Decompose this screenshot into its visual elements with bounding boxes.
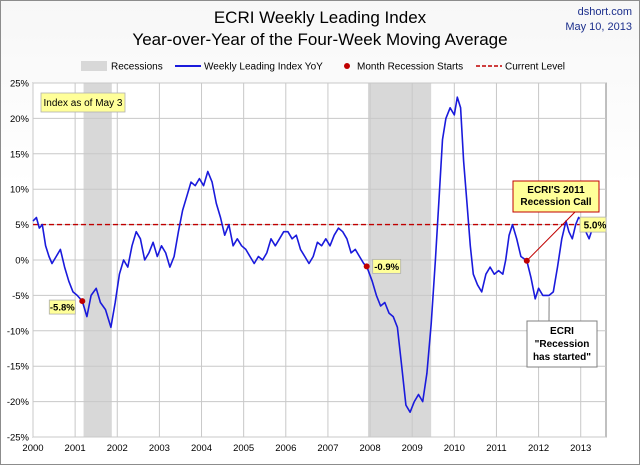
- recession-start-label-box: [48, 299, 76, 315]
- annotation-line: Recession Call: [520, 197, 591, 208]
- y-tick-label: 15%: [10, 149, 30, 160]
- x-tick-label: 2000: [22, 443, 43, 454]
- y-tick-label: 10%: [10, 185, 30, 196]
- x-tick-label: 2006: [275, 443, 296, 454]
- y-tick-label: 20%: [10, 114, 30, 125]
- chart-title: ECRI Weekly Leading Index: [213, 8, 427, 27]
- x-tick-label: 2005: [233, 443, 254, 454]
- source-label: dshort.com: [577, 6, 632, 18]
- y-tick-label: 0%: [15, 256, 29, 267]
- recession-start-marker: [523, 257, 530, 264]
- index-note: Index as of May 3: [44, 98, 123, 109]
- y-tick-label: -5%: [12, 291, 29, 302]
- x-tick-label: 2011: [486, 443, 506, 454]
- x-tick-label: 2008: [359, 443, 380, 454]
- annotation-box: [526, 320, 598, 368]
- x-tick-label: 2002: [107, 443, 128, 454]
- legend-current-label: Current Level: [505, 62, 565, 73]
- chart-subtitle: Year-over-Year of the Four-Week Moving A…: [132, 30, 508, 49]
- y-tick-label: -15%: [7, 362, 30, 373]
- annotation-pointer: [528, 211, 576, 260]
- annotation-line: ECRI'S 2011: [527, 185, 585, 196]
- recession-start-label: -5.8%: [50, 303, 75, 314]
- index-note-box: [40, 92, 126, 113]
- x-tick-label: 2004: [191, 443, 212, 454]
- y-tick-label: -20%: [7, 397, 30, 408]
- x-tick-label: 2012: [528, 443, 549, 454]
- legend-recession-start-swatch: [344, 63, 350, 69]
- series-line: [32, 96, 597, 413]
- x-tick-label: 2010: [444, 443, 465, 454]
- annotation-line: ECRI: [550, 326, 574, 337]
- y-tick-label: -10%: [7, 326, 30, 337]
- legend-recession-start-label: Month Recession Starts: [357, 62, 463, 73]
- date-label: May 10, 2013: [565, 21, 632, 33]
- annotation-line: "Recession: [535, 339, 590, 350]
- recession-start-label-box: [372, 258, 402, 274]
- y-tick-label: 25%: [10, 79, 30, 90]
- y-tick-label: -25%: [7, 433, 30, 444]
- x-tick-label: 2013: [570, 443, 591, 454]
- current-level-box: [579, 216, 607, 233]
- annotation-line: has started": [533, 352, 591, 363]
- recession-start-marker: [79, 298, 86, 305]
- legend-series-label: Weekly Leading Index YoY: [204, 62, 323, 73]
- current-level-label: 5.0%: [584, 221, 607, 232]
- legend-recessions-swatch: [81, 61, 107, 71]
- legend-recessions-label: Recessions: [111, 62, 163, 73]
- x-tick-label: 2009: [402, 443, 423, 454]
- recession-start-label: -0.9%: [374, 262, 399, 273]
- y-tick-label: 5%: [15, 220, 29, 231]
- x-tick-label: 2003: [149, 443, 170, 454]
- recession-start-marker: [363, 263, 370, 270]
- x-tick-label: 2001: [65, 443, 86, 454]
- annotation-box: [512, 180, 600, 213]
- x-tick-label: 2007: [317, 443, 338, 454]
